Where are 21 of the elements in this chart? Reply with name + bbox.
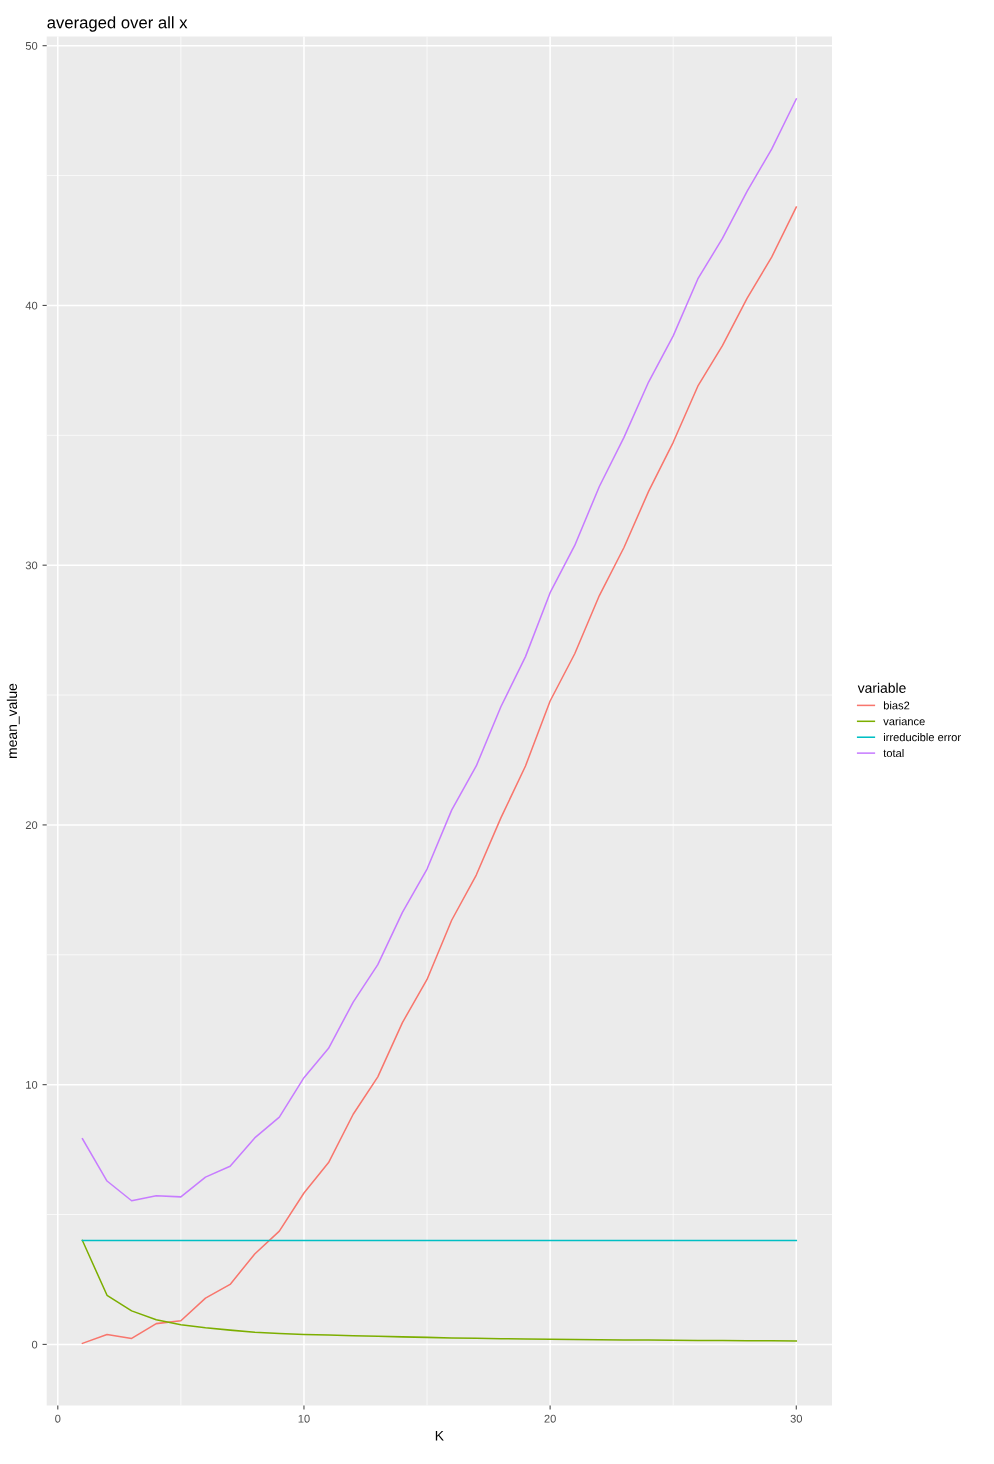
legend-label: irreducible error [883,733,961,742]
legend-label: bias2 [883,701,910,710]
legend-title: variable [857,682,906,693]
y-tick-label: 20 [25,821,38,830]
x-tick-label: 0 [55,1414,61,1423]
y-tick-label: 40 [25,301,38,310]
y-axis-title: mean_value [6,683,20,758]
x-tick-label: 10 [298,1414,310,1423]
line-series [81,206,798,1345]
y-tick-label: 30 [25,561,38,570]
y-tick-label: 10 [26,1080,38,1089]
y-tick-label: 0 [31,1340,38,1349]
legend-label: total [883,748,904,758]
chart-title: averaged over all x [47,16,188,32]
x-tick-label: 20 [544,1414,556,1423]
y-tick-label: 50 [25,41,38,50]
line-series [81,98,798,1202]
x-axis-title: K [435,1430,444,1441]
line-series [81,1239,798,1342]
legend-label: variance [883,717,925,726]
x-tick-label: 30 [790,1414,803,1423]
